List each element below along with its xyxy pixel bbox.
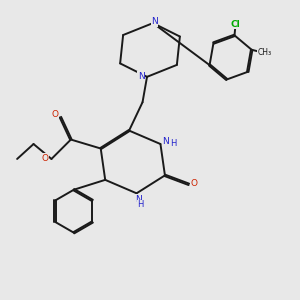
Text: O: O (52, 110, 59, 119)
Text: O: O (42, 154, 49, 163)
Text: N: N (151, 17, 158, 26)
Text: N: N (138, 72, 144, 81)
Text: H: H (137, 200, 143, 209)
Text: O: O (190, 179, 197, 188)
Text: Cl: Cl (230, 20, 240, 28)
Text: CH₃: CH₃ (257, 48, 271, 57)
Text: N: N (135, 195, 141, 204)
Text: N: N (162, 136, 169, 146)
Text: H: H (170, 139, 176, 148)
